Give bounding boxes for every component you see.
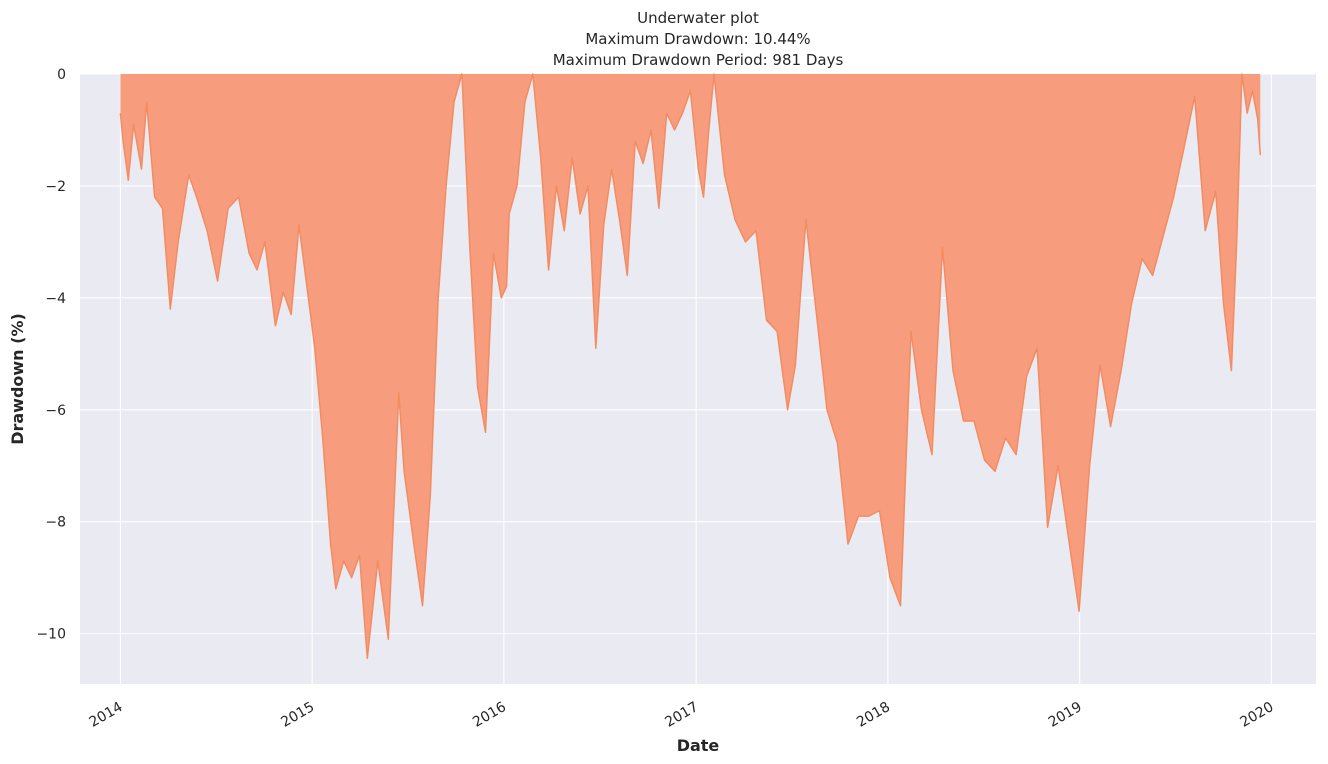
x-axis-ticks: 2014 2015 2016 2017 2018 2019 2020 xyxy=(87,699,1277,731)
chart-subtitle-drawdown-period: Maximum Drawdown Period: 981 Days xyxy=(553,51,844,69)
drawdown-fill xyxy=(120,74,1261,659)
y-tick-label: 0 xyxy=(57,67,66,83)
x-tick-label: 2015 xyxy=(278,699,317,731)
drawdown-line xyxy=(119,73,1262,660)
y-axis-label: Drawdown (%) xyxy=(8,313,27,445)
x-tick-label: 2016 xyxy=(470,699,509,731)
x-tick-label: 2020 xyxy=(1238,699,1277,731)
y-tick-label: −4 xyxy=(45,291,66,307)
y-tick-label: −2 xyxy=(45,179,66,195)
chart-title: Underwater plot xyxy=(637,9,759,27)
y-tick-label: −10 xyxy=(36,627,66,643)
x-axis-label: Date xyxy=(677,736,720,755)
x-tick-label: 2014 xyxy=(87,699,126,731)
x-tick-label: 2017 xyxy=(662,699,701,731)
x-tick-label: 2018 xyxy=(854,699,893,731)
y-tick-label: −8 xyxy=(45,515,66,531)
x-tick-label: 2019 xyxy=(1046,699,1085,731)
y-axis-ticks: 0 −2 −4 −6 −8 −10 xyxy=(36,67,66,643)
chart-subtitle-max-drawdown: Maximum Drawdown: 10.44% xyxy=(585,30,810,48)
drawdown-area xyxy=(119,73,1262,660)
y-tick-label: −6 xyxy=(45,403,66,419)
